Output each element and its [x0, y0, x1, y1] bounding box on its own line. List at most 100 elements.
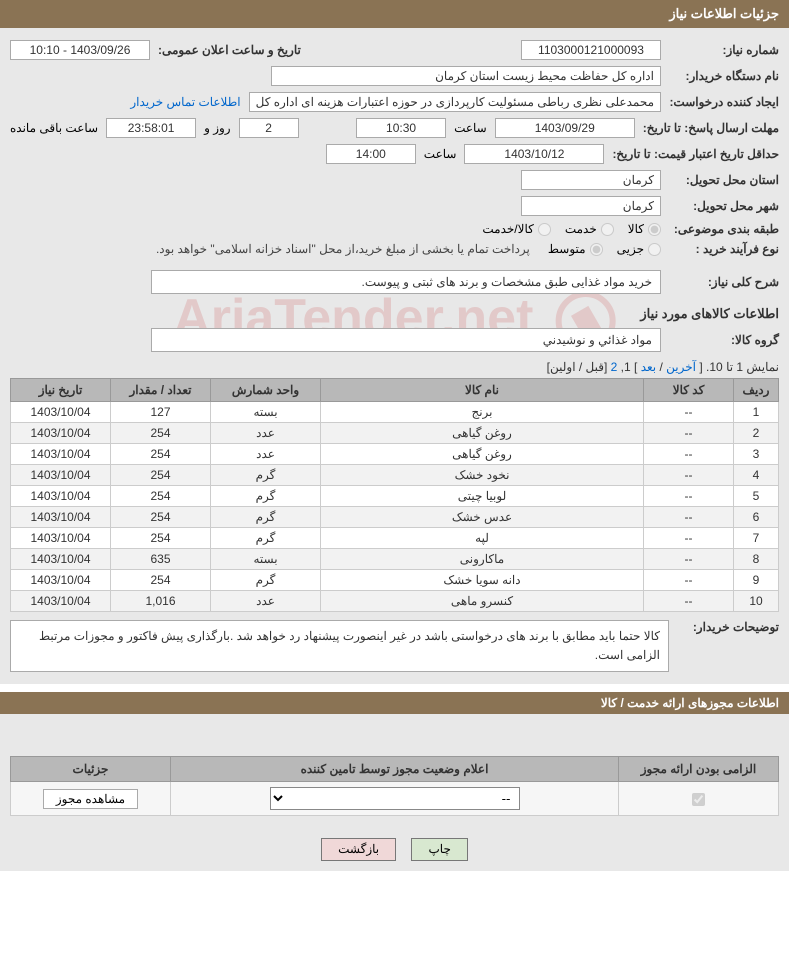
table-cell: 1403/10/04 — [11, 402, 111, 423]
table-row: 10--کنسرو ماهیعدد1,0161403/10/04 — [11, 591, 779, 612]
proc-medium-label: متوسط — [548, 242, 586, 256]
table-cell: 1,016 — [111, 591, 211, 612]
announce-label: تاریخ و ساعت اعلان عمومی: — [158, 43, 301, 57]
table-cell: لوبیا چیتی — [321, 486, 644, 507]
requester-label: ایجاد کننده درخواست: — [669, 95, 779, 109]
table-cell: 1403/10/04 — [11, 570, 111, 591]
category-label: طبقه بندی موضوعی: — [669, 222, 779, 236]
requester-field: محمدعلی نظری رباطی مسئولیت کارپردازی در … — [249, 92, 661, 112]
table-row: 9--دانه سویا خشکگرم2541403/10/04 — [11, 570, 779, 591]
table-cell: 254 — [111, 570, 211, 591]
table-cell: 6 — [734, 507, 779, 528]
th-unit: واحد شمارش — [211, 379, 321, 402]
th-row: ردیف — [734, 379, 779, 402]
table-cell: روغن گیاهی — [321, 423, 644, 444]
buyer-org-label: نام دستگاه خریدار: — [669, 69, 779, 83]
th-license-status: اعلام وضعیت مجوز توسط تامین کننده — [171, 757, 619, 782]
view-license-button[interactable]: مشاهده مجوز — [43, 789, 138, 809]
process-label: نوع فرآیند خرید : — [669, 242, 779, 256]
table-cell: کنسرو ماهی — [321, 591, 644, 612]
table-cell: -- — [644, 528, 734, 549]
table-cell: عدد — [211, 591, 321, 612]
table-cell: 1403/10/04 — [11, 549, 111, 570]
license-divider: اطلاعات مجوزهای ارائه خدمت / کالا — [0, 692, 789, 714]
table-cell: نخود خشک — [321, 465, 644, 486]
proc-partial-label: جزیی — [617, 242, 644, 256]
pagination-suffix: [قبل / اولین] — [547, 360, 611, 374]
deadline-label: مهلت ارسال پاسخ: تا تاریخ: — [643, 121, 779, 135]
table-cell: 635 — [111, 549, 211, 570]
pagination-prefix: نمایش 1 تا 10. [ — [696, 360, 779, 374]
pagination-next[interactable]: بعد — [641, 360, 656, 374]
license-mandatory-checkbox — [692, 793, 705, 806]
table-cell: 10 — [734, 591, 779, 612]
page-title: جزئیات اطلاعات نیاز — [669, 6, 779, 21]
table-cell: -- — [644, 486, 734, 507]
contact-link[interactable]: اطلاعات تماس خریدار — [130, 95, 240, 109]
proc-partial-radio — [648, 243, 661, 256]
table-cell: -- — [644, 423, 734, 444]
th-qty: تعداد / مقدار — [111, 379, 211, 402]
table-cell: 1403/10/04 — [11, 423, 111, 444]
license-row: -- مشاهده مجوز — [11, 782, 779, 816]
table-cell: -- — [644, 570, 734, 591]
th-date: تاریخ نیاز — [11, 379, 111, 402]
table-cell: -- — [644, 507, 734, 528]
table-cell: گرم — [211, 570, 321, 591]
cat-goods-service-radio — [538, 223, 551, 236]
table-cell: 9 — [734, 570, 779, 591]
desc-label: شرح کلی نیاز: — [669, 275, 779, 289]
table-cell: عدس خشک — [321, 507, 644, 528]
table-cell: -- — [644, 402, 734, 423]
buyer-note-box: کالا حتما باید مطابق با برند های درخواست… — [10, 620, 669, 672]
table-row: 3--روغن گیاهیعدد2541403/10/04 — [11, 444, 779, 465]
table-cell: 1403/10/04 — [11, 591, 111, 612]
table-cell: گرم — [211, 486, 321, 507]
table-row: 8--ماکارونیبسته6351403/10/04 — [11, 549, 779, 570]
table-cell: 4 — [734, 465, 779, 486]
table-row: 1--برنجبسته1271403/10/04 — [11, 402, 779, 423]
delivery-city-field: کرمان — [521, 196, 661, 216]
table-cell: 8 — [734, 549, 779, 570]
table-cell: 2 — [734, 423, 779, 444]
goods-section-title: اطلاعات کالاهای مورد نیاز — [10, 306, 779, 322]
process-note: پرداخت تمام یا بخشی از مبلغ خرید،از محل … — [156, 242, 530, 256]
validity-label: حداقل تاریخ اعتبار قیمت: تا تاریخ: — [612, 147, 779, 161]
pagination-mid: ] 1, — [617, 360, 640, 374]
deadline-date-field: 1403/09/29 — [495, 118, 635, 138]
table-cell: 1403/10/04 — [11, 507, 111, 528]
th-license-mandatory: الزامی بودن ارائه مجوز — [619, 757, 779, 782]
remaining-text: ساعت باقی مانده — [10, 121, 98, 135]
table-row: 5--لوبیا چیتیگرم2541403/10/04 — [11, 486, 779, 507]
table-cell: -- — [644, 549, 734, 570]
table-cell: 254 — [111, 465, 211, 486]
cat-service-label: خدمت — [565, 222, 597, 236]
table-cell: 254 — [111, 528, 211, 549]
deadline-time-field: 10:30 — [356, 118, 446, 138]
table-cell: -- — [644, 465, 734, 486]
table-cell: دانه سویا خشک — [321, 570, 644, 591]
table-cell: 1403/10/04 — [11, 486, 111, 507]
table-cell: 1403/10/04 — [11, 444, 111, 465]
table-cell: گرم — [211, 465, 321, 486]
announce-field: 1403/09/26 - 10:10 — [10, 40, 150, 60]
pagination-last[interactable]: آخرین — [666, 360, 696, 374]
table-cell: 254 — [111, 444, 211, 465]
table-cell: 254 — [111, 507, 211, 528]
table-cell: 1 — [734, 402, 779, 423]
pagination: نمایش 1 تا 10. [ آخرین / بعد ] 1, 2 [قبل… — [10, 360, 779, 374]
days-text: روز و — [204, 121, 231, 135]
table-cell: گرم — [211, 528, 321, 549]
delivery-prov-label: استان محل تحویل: — [669, 173, 779, 187]
table-cell: ماکارونی — [321, 549, 644, 570]
print-button[interactable]: چاپ — [411, 838, 467, 861]
time-label-1: ساعت — [454, 121, 487, 135]
table-cell: 7 — [734, 528, 779, 549]
table-cell: 254 — [111, 486, 211, 507]
back-button[interactable]: بازگشت — [321, 838, 396, 861]
license-table: الزامی بودن ارائه مجوز اعلام وضعیت مجوز … — [10, 756, 779, 816]
license-section: الزامی بودن ارائه مجوز اعلام وضعیت مجوز … — [0, 714, 789, 828]
license-status-select[interactable]: -- — [270, 787, 520, 810]
th-code: کد کالا — [644, 379, 734, 402]
goods-table: ردیف کد کالا نام کالا واحد شمارش تعداد /… — [10, 378, 779, 612]
